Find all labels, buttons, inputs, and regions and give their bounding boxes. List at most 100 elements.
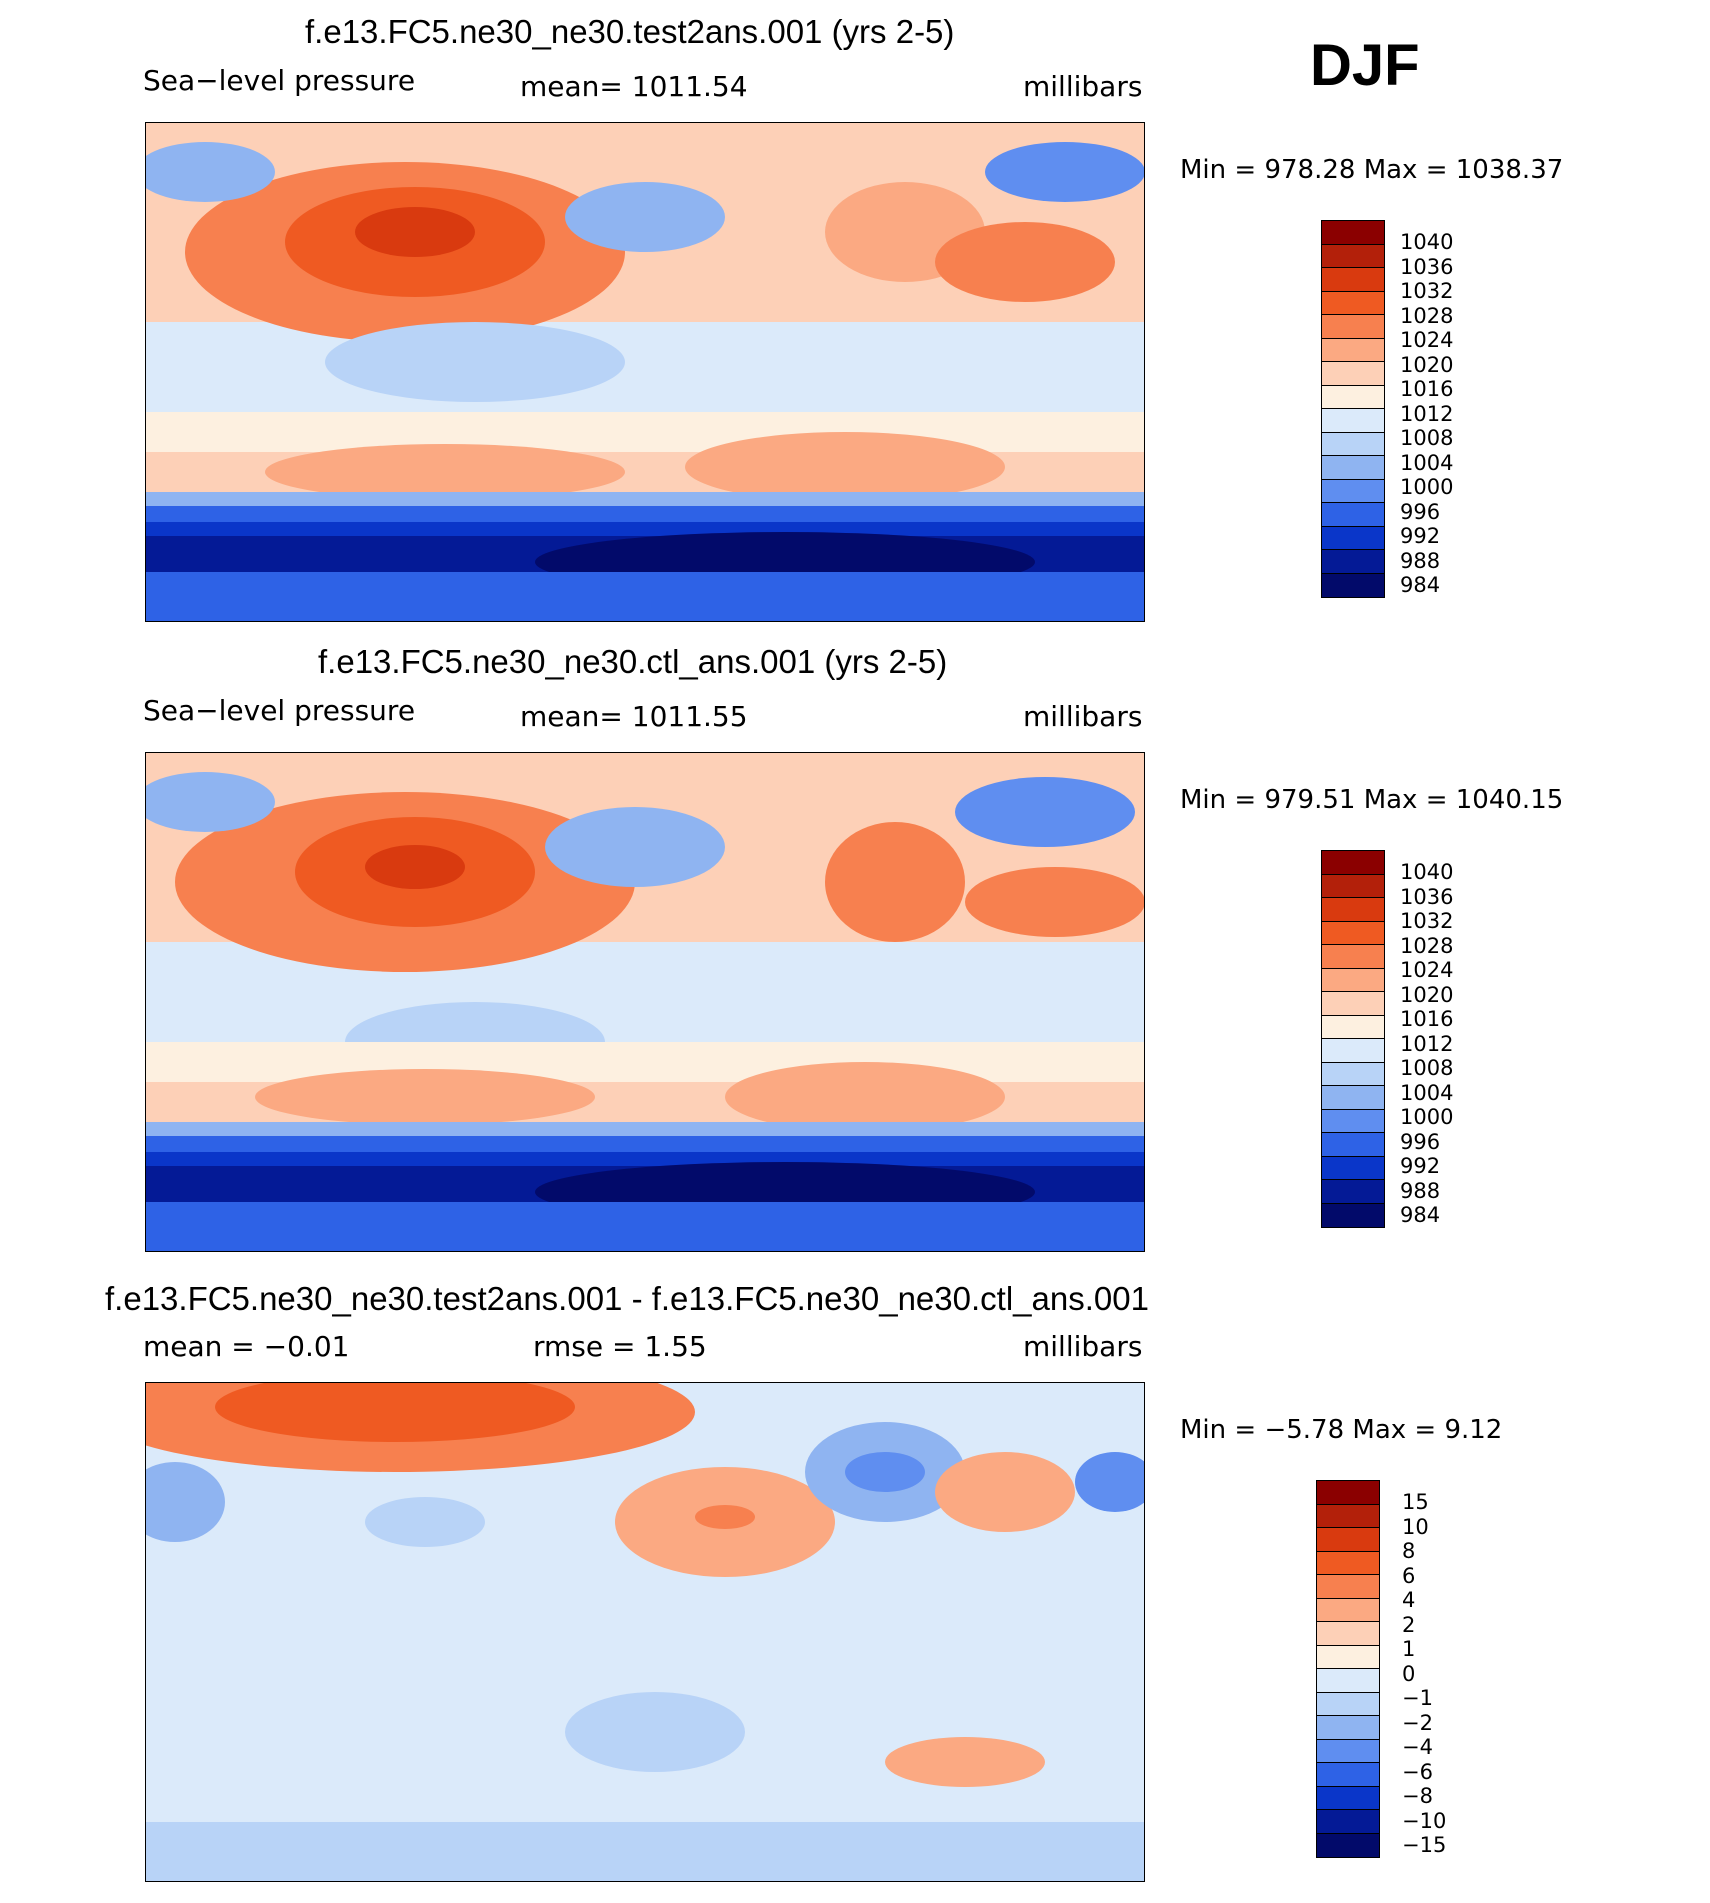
colorbar-swatch <box>1322 1156 1384 1180</box>
panel-1-contour-fill <box>145 122 1145 622</box>
colorbar-swatch <box>1317 1763 1379 1787</box>
colorbar-swatch <box>1322 992 1384 1016</box>
colorbar-swatch <box>1322 945 1384 969</box>
panel-1-colorbar <box>1321 220 1385 598</box>
colorbar-swatch <box>1322 479 1384 503</box>
colorbar-tick-label: 1020 <box>1400 982 1454 1007</box>
colorbar-tick-label: 1012 <box>1400 1031 1454 1056</box>
colorbar-tick-label: 6 <box>1402 1563 1416 1588</box>
colorbar-tick-label: 0 <box>1402 1661 1416 1686</box>
colorbar-swatch <box>1317 1739 1379 1763</box>
colorbar-swatch <box>1322 1015 1384 1039</box>
colorbar-swatch <box>1322 338 1384 362</box>
colorbar-tick-label: 1016 <box>1400 1007 1454 1031</box>
panel-2-minmax: Min = 979.51 Max = 1040.15 <box>1180 785 1564 815</box>
colorbar-tick-label: 996 <box>1400 499 1441 524</box>
colorbar-swatch <box>1322 1062 1384 1086</box>
colorbar-tick-label: 1036 <box>1400 884 1454 909</box>
colorbar-tick-label: −10 <box>1402 1808 1447 1833</box>
colorbar-swatch <box>1322 1086 1384 1110</box>
colorbar-tick-label: 1012 <box>1400 401 1454 426</box>
colorbar-swatch <box>1317 1645 1379 1669</box>
colorbar-swatch <box>1317 1833 1379 1857</box>
panel-2-units-label: millibars <box>1023 700 1143 733</box>
colorbar-swatch <box>1322 315 1384 339</box>
colorbar-tick-label: 1040 <box>1400 860 1454 884</box>
colorbar-tick-label: 1008 <box>1400 426 1454 450</box>
colorbar-tick-label: 1004 <box>1400 1080 1454 1105</box>
colorbar-tick-label: 2 <box>1402 1612 1416 1637</box>
colorbar-swatch <box>1322 1203 1384 1227</box>
colorbar-swatch <box>1322 456 1384 480</box>
colorbar-tick-label: 10 <box>1402 1514 1429 1539</box>
panel-1-minmax: Min = 978.28 Max = 1038.37 <box>1180 155 1564 185</box>
colorbar-swatch <box>1317 1810 1379 1834</box>
colorbar-swatch <box>1322 409 1384 433</box>
season-label: DJF <box>1310 33 1420 98</box>
colorbar-swatch <box>1322 1109 1384 1133</box>
panel-3-units-label: millibars <box>1023 1330 1143 1363</box>
panel-2-map <box>145 752 1145 1252</box>
colorbar-tick-label: −8 <box>1402 1784 1433 1808</box>
colorbar-tick-label: 1024 <box>1400 328 1454 352</box>
colorbar-swatch <box>1322 573 1384 597</box>
panel-3-map-frame <box>145 1382 1145 1882</box>
colorbar-tick-label: −1 <box>1402 1686 1433 1710</box>
colorbar-swatch <box>1322 851 1384 875</box>
colorbar-tick-label: 1036 <box>1400 254 1454 279</box>
colorbar-tick-label: 1000 <box>1400 1105 1454 1129</box>
colorbar-swatch <box>1322 1039 1384 1063</box>
colorbar-swatch <box>1322 550 1384 574</box>
panel-2-title: f.e13.FC5.ne30_ne30.ctl_ans.001 (yrs 2-5… <box>318 643 948 680</box>
colorbar-tick-label: 1040 <box>1400 230 1454 254</box>
colorbar-swatch <box>1317 1528 1379 1552</box>
panel-3-map <box>145 1382 1145 1882</box>
colorbar-swatch <box>1322 921 1384 945</box>
colorbar-swatch <box>1317 1786 1379 1810</box>
panel-3-colorbar <box>1316 1480 1380 1858</box>
colorbar-swatch <box>1322 968 1384 992</box>
panel-3-rmse-label: rmse = 1.55 <box>533 1330 707 1363</box>
colorbar-swatch <box>1317 1692 1379 1716</box>
colorbar-swatch <box>1322 268 1384 292</box>
colorbar-swatch <box>1317 1716 1379 1740</box>
colorbar-swatch <box>1322 1133 1384 1157</box>
colorbar-swatch <box>1322 221 1384 245</box>
colorbar-swatch <box>1317 1598 1379 1622</box>
colorbar-swatch <box>1317 1622 1379 1646</box>
colorbar-tick-label: 1016 <box>1400 377 1454 401</box>
panel-2-map-frame <box>145 752 1145 1252</box>
panel-2-variable-label: Sea−level pressure <box>143 694 416 727</box>
panel-1-map-frame <box>145 122 1145 622</box>
panel-3-contour-fill <box>145 1382 1145 1882</box>
panel-1-map <box>145 122 1145 622</box>
colorbar-tick-label: 988 <box>1400 1178 1441 1203</box>
panel-2-contour-fill <box>145 752 1145 1252</box>
colorbar-swatch <box>1322 1180 1384 1204</box>
colorbar-swatch <box>1317 1551 1379 1575</box>
panel-1-mean-label: mean= 1011.54 <box>520 70 748 103</box>
panel-3-mean-label: mean = −0.01 <box>143 1330 350 1363</box>
colorbar-swatch <box>1322 898 1384 922</box>
colorbar-tick-label: 996 <box>1400 1129 1441 1154</box>
colorbar-swatch <box>1317 1481 1379 1505</box>
colorbar-swatch <box>1322 503 1384 527</box>
colorbar-swatch <box>1317 1669 1379 1693</box>
colorbar-swatch <box>1322 385 1384 409</box>
colorbar-swatch <box>1322 526 1384 550</box>
colorbar-tick-label: 1028 <box>1400 303 1454 328</box>
colorbar-tick-label: 1000 <box>1400 475 1454 499</box>
colorbar-tick-label: 984 <box>1400 573 1441 597</box>
colorbar-swatch <box>1322 291 1384 315</box>
colorbar-tick-label: 15 <box>1402 1490 1429 1514</box>
panel-3-minmax: Min = −5.78 Max = 9.12 <box>1180 1415 1503 1445</box>
colorbar-tick-label: 1024 <box>1400 958 1454 982</box>
colorbar-tick-label: −4 <box>1402 1735 1433 1759</box>
colorbar-tick-label: 1004 <box>1400 450 1454 475</box>
colorbar-tick-label: 1008 <box>1400 1056 1454 1080</box>
colorbar-tick-label: −6 <box>1402 1759 1433 1784</box>
colorbar-tick-label: 8 <box>1402 1539 1416 1563</box>
colorbar-swatch <box>1317 1575 1379 1599</box>
colorbar-tick-label: 1 <box>1402 1637 1416 1661</box>
colorbar-tick-label: 992 <box>1400 524 1441 548</box>
